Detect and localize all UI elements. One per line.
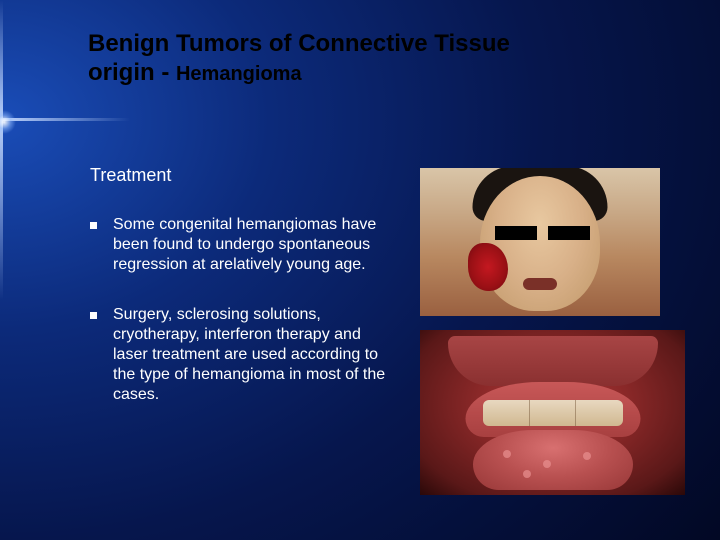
clinical-photo-face — [420, 168, 660, 316]
photo-lip-region — [448, 336, 658, 386]
title-line2: origin - Hemangioma — [88, 59, 648, 87]
list-item: Surgery, sclerosing solutions, cryothera… — [90, 305, 390, 405]
decor-flare-horizontal — [0, 118, 130, 121]
photo-spot — [503, 450, 511, 458]
photo-teeth-region — [483, 400, 623, 426]
photo-spot — [543, 460, 551, 468]
photo-spot — [523, 470, 531, 478]
bullet-marker-icon — [90, 222, 97, 229]
decor-flare-core — [0, 110, 16, 134]
photo-mouth-region — [523, 278, 557, 290]
photo-face-region — [480, 176, 600, 311]
slide-title-block: Benign Tumors of Connective Tissue origi… — [88, 30, 648, 87]
bullet-text: Some congenital hemangiomas have been fo… — [113, 215, 390, 275]
title-subtopic: Hemangioma — [176, 63, 302, 85]
section-heading: Treatment — [90, 165, 171, 186]
bullet-list: Some congenital hemangiomas have been fo… — [90, 215, 390, 435]
bullet-marker-icon — [90, 312, 97, 319]
photo-lesion-region — [468, 243, 508, 291]
bullet-text: Surgery, sclerosing solutions, cryothera… — [113, 305, 390, 405]
photo-spot — [583, 452, 591, 460]
photo-tongue-region — [473, 430, 633, 490]
privacy-bar-icon — [495, 226, 537, 240]
clinical-photo-oral — [420, 330, 685, 495]
list-item: Some congenital hemangiomas have been fo… — [90, 215, 390, 275]
decor-flare-vertical — [0, 0, 3, 300]
title-origin: origin - — [88, 59, 176, 86]
privacy-bar-icon — [548, 226, 590, 240]
title-line1: Benign Tumors of Connective Tissue — [88, 30, 648, 59]
